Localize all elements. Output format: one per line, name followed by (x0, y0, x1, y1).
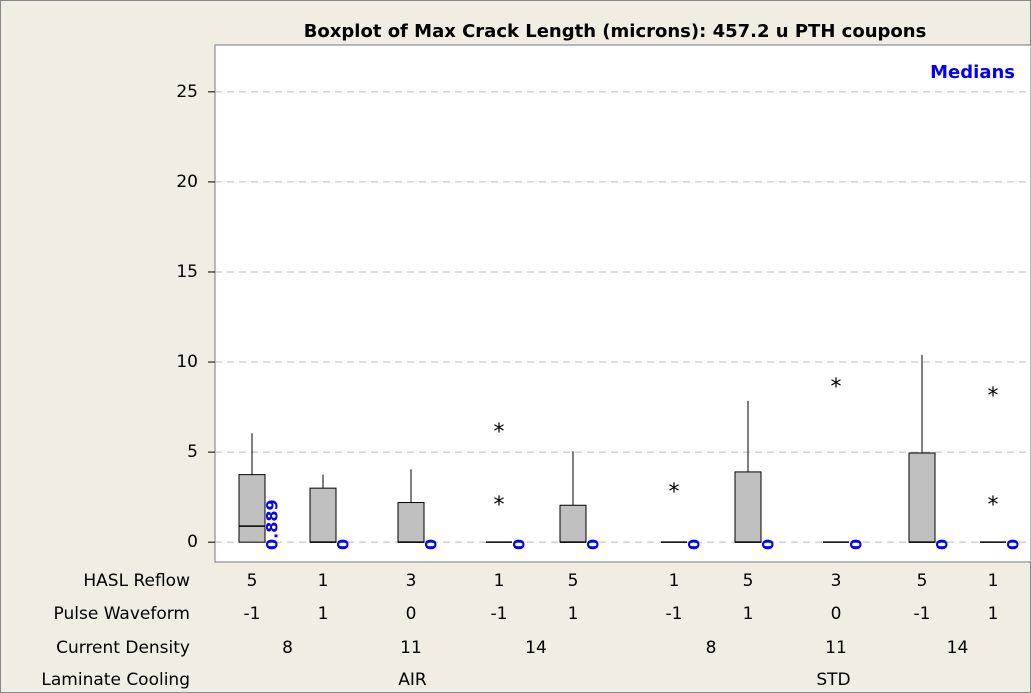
y-tick-label: 20 (176, 172, 198, 192)
factor-name: Current Density (56, 638, 190, 658)
factor-level: 1 (988, 571, 999, 591)
factor-level: 1 (669, 571, 680, 591)
outlier: * (494, 493, 505, 518)
chart-title: Boxplot of Max Crack Length (microns): 4… (304, 21, 927, 42)
factor-name: Pulse Waveform (54, 604, 190, 624)
median-label: 0 (584, 539, 603, 550)
factor-level: -1 (491, 604, 508, 624)
box (734, 471, 762, 543)
box (397, 502, 425, 543)
median-label: 0 (334, 539, 353, 550)
factor-level: -1 (666, 604, 683, 624)
median-label: 0 (1004, 539, 1023, 550)
outlier: * (669, 480, 680, 505)
box (238, 474, 266, 543)
outlier: * (831, 375, 842, 400)
factor-level: 3 (831, 571, 842, 591)
box (309, 487, 337, 543)
outlier: * (988, 384, 999, 409)
factor-level: 8 (706, 638, 717, 658)
median-label: 0 (847, 539, 866, 550)
outlier: * (494, 420, 505, 445)
median-label: 0 (933, 539, 952, 550)
factor-level: 14 (947, 638, 969, 658)
factor-level: 11 (400, 638, 422, 658)
y-tick-label: 15 (176, 262, 198, 282)
factor-level: AIR (398, 670, 427, 690)
factor-level: 14 (525, 638, 547, 658)
plot-area (214, 44, 1031, 563)
box (908, 452, 936, 543)
factor-level: -1 (914, 604, 931, 624)
y-tick-label: 5 (187, 442, 198, 462)
median-label: 0 (759, 539, 778, 550)
y-tick-label: 25 (176, 82, 198, 102)
factor-level: 0 (406, 604, 417, 624)
y-tick-label: 10 (176, 352, 198, 372)
factor-name: HASL Reflow (83, 571, 190, 591)
factor-level: 1 (318, 571, 329, 591)
factor-level: 5 (917, 571, 928, 591)
factor-level: 5 (247, 571, 258, 591)
factor-level: 8 (282, 638, 293, 658)
outlier: * (988, 493, 999, 518)
factor-level: 1 (318, 604, 329, 624)
factor-level: 1 (743, 604, 754, 624)
median-label: 0.889 (263, 499, 282, 550)
factor-level: 5 (568, 571, 579, 591)
factor-level: 11 (825, 638, 847, 658)
legend-label: Medians (930, 62, 1015, 83)
factor-level: STD (816, 670, 850, 690)
median-label: 0 (422, 539, 441, 550)
factor-level: 0 (831, 604, 842, 624)
factor-name: Laminate Cooling (41, 670, 190, 690)
factor-level: 5 (743, 571, 754, 591)
box (559, 504, 587, 543)
factor-level: 3 (406, 571, 417, 591)
factor-level: 1 (988, 604, 999, 624)
median-label: 0 (510, 539, 529, 550)
factor-level: 1 (568, 604, 579, 624)
factor-level: -1 (244, 604, 261, 624)
y-tick-label: 0 (187, 532, 198, 552)
median-label: 0 (685, 539, 704, 550)
factor-level: 1 (494, 571, 505, 591)
